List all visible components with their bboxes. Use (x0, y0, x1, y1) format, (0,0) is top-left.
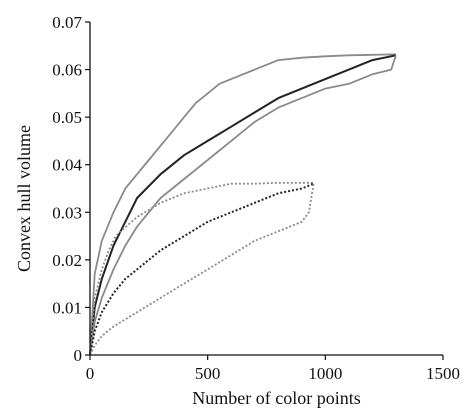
series-line-solid-upper-bound (89, 53, 396, 356)
y-axis-title: Convex hull volume (14, 125, 34, 272)
y-tick-label: 0.07 (52, 13, 82, 32)
x-ticks-layer: 0 500 1000 1500 (86, 355, 460, 383)
series-layer (89, 53, 397, 356)
y-ticks-layer: 0 0.01 0.02 0.03 0.04 0.05 0.06 0.07 (52, 13, 90, 365)
y-tick-label: 0.03 (52, 203, 82, 222)
x-tick-label: 500 (195, 364, 221, 383)
x-axis-title: Number of color points (192, 388, 360, 408)
x-tick-label: 0 (86, 364, 95, 383)
series-line-solid-mean (89, 54, 397, 356)
y-tick-label: 0.05 (52, 108, 82, 127)
series-line-solid-lower-bound (89, 55, 397, 356)
x-tick-label: 1500 (426, 364, 460, 383)
y-tick-label: 0 (74, 346, 83, 365)
series-line-dotted-upper-bound (89, 181, 314, 356)
axes-layer (89, 22, 443, 356)
y-tick-label: 0.06 (52, 61, 82, 80)
series-line-dotted-mean (89, 182, 314, 356)
y-tick-label: 0.02 (52, 251, 82, 270)
y-tick-label: 0.04 (52, 156, 82, 175)
y-tick-label: 0.01 (52, 298, 82, 317)
series-line-dotted-lower-bound (89, 183, 315, 356)
x-tick-label: 1000 (308, 364, 342, 383)
